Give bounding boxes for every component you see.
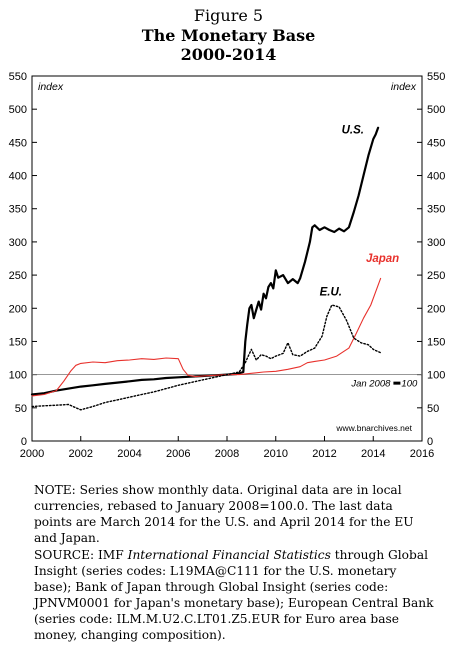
y-tick-label-left: 250 [9,270,27,282]
x-tick-label: 2016 [410,448,434,460]
reference-line-label: Jan 2008 [350,379,391,390]
y-tick-label-right: 350 [427,204,445,216]
y-tick-label-left: 350 [9,204,27,216]
y-tick-label-right: 500 [427,104,445,116]
x-tick-label: 2008 [215,448,239,460]
y-tick-label-left: 450 [9,137,27,149]
y-tick-label-right: 50 [427,403,439,415]
y-tick-label-left: 400 [9,171,27,183]
x-tick-label: 2006 [166,448,190,460]
x-tick-label: 2000 [20,448,44,460]
y-tick-label-left: 200 [9,303,27,315]
x-tick-label: 2014 [361,448,385,460]
series-line-us [30,126,380,396]
source-rest: through Global Insight (series codes: L1… [34,548,434,642]
y-tick-label-right: 450 [427,137,445,149]
series-line-eu [31,304,382,411]
reference-line-value: 100 [401,379,418,390]
y-tick-label-left: 550 [9,71,27,83]
y-tick-label-right: 550 [427,71,445,83]
y-tick-label-right: 0 [427,436,433,448]
series-line-japan [31,277,382,397]
y-tick-label-left: 100 [9,370,27,382]
figure-subtitle: 2000-2014 [180,45,277,64]
series-label-japan: Japan [366,253,399,265]
source-prefix: SOURCE: IMF [34,548,128,562]
x-tick-label: 2004 [117,448,141,460]
y-axis-label-left: index [38,81,64,93]
figure-label: Figure 5 [193,6,264,25]
y-tick-label-left: 300 [9,237,27,249]
chart-note: NOTE: Series show monthly data. Original… [34,483,414,545]
series-label-eu: E.U. [320,287,342,299]
reference-line-marker [393,381,401,385]
y-tick-label-right: 300 [427,237,445,249]
y-tick-label-right: 200 [427,303,445,315]
y-tick-label-right: 100 [427,370,445,382]
y-tick-label-left: 0 [21,436,27,448]
y-tick-label-left: 50 [15,403,27,415]
y-axis-label-right: index [391,81,417,93]
y-tick-label-right: 250 [427,270,445,282]
series-label-us: U.S. [342,125,364,137]
x-tick-label: 2012 [312,448,336,460]
y-tick-label-left: 150 [9,336,27,348]
chart-source: SOURCE: IMF International Financial Stat… [34,547,434,643]
source-italic: International Financial Statistics [127,548,331,562]
x-tick-label: 2002 [69,448,93,460]
x-tick-label: 2010 [264,448,288,460]
figure-title: The Monetary Base [141,26,316,45]
monetary-base-chart: 0 0 50 50 100 100 150 150 200 200 250 250 300 300 350 3… [9,71,446,460]
watermark: www.bnarchives.net [335,423,412,433]
figure-header: Figure 5 The Monetary Base 2000-2014 [0,6,457,64]
y-tick-label-right: 400 [427,171,445,183]
y-tick-label-left: 500 [9,104,27,116]
y-tick-label-right: 150 [427,336,445,348]
